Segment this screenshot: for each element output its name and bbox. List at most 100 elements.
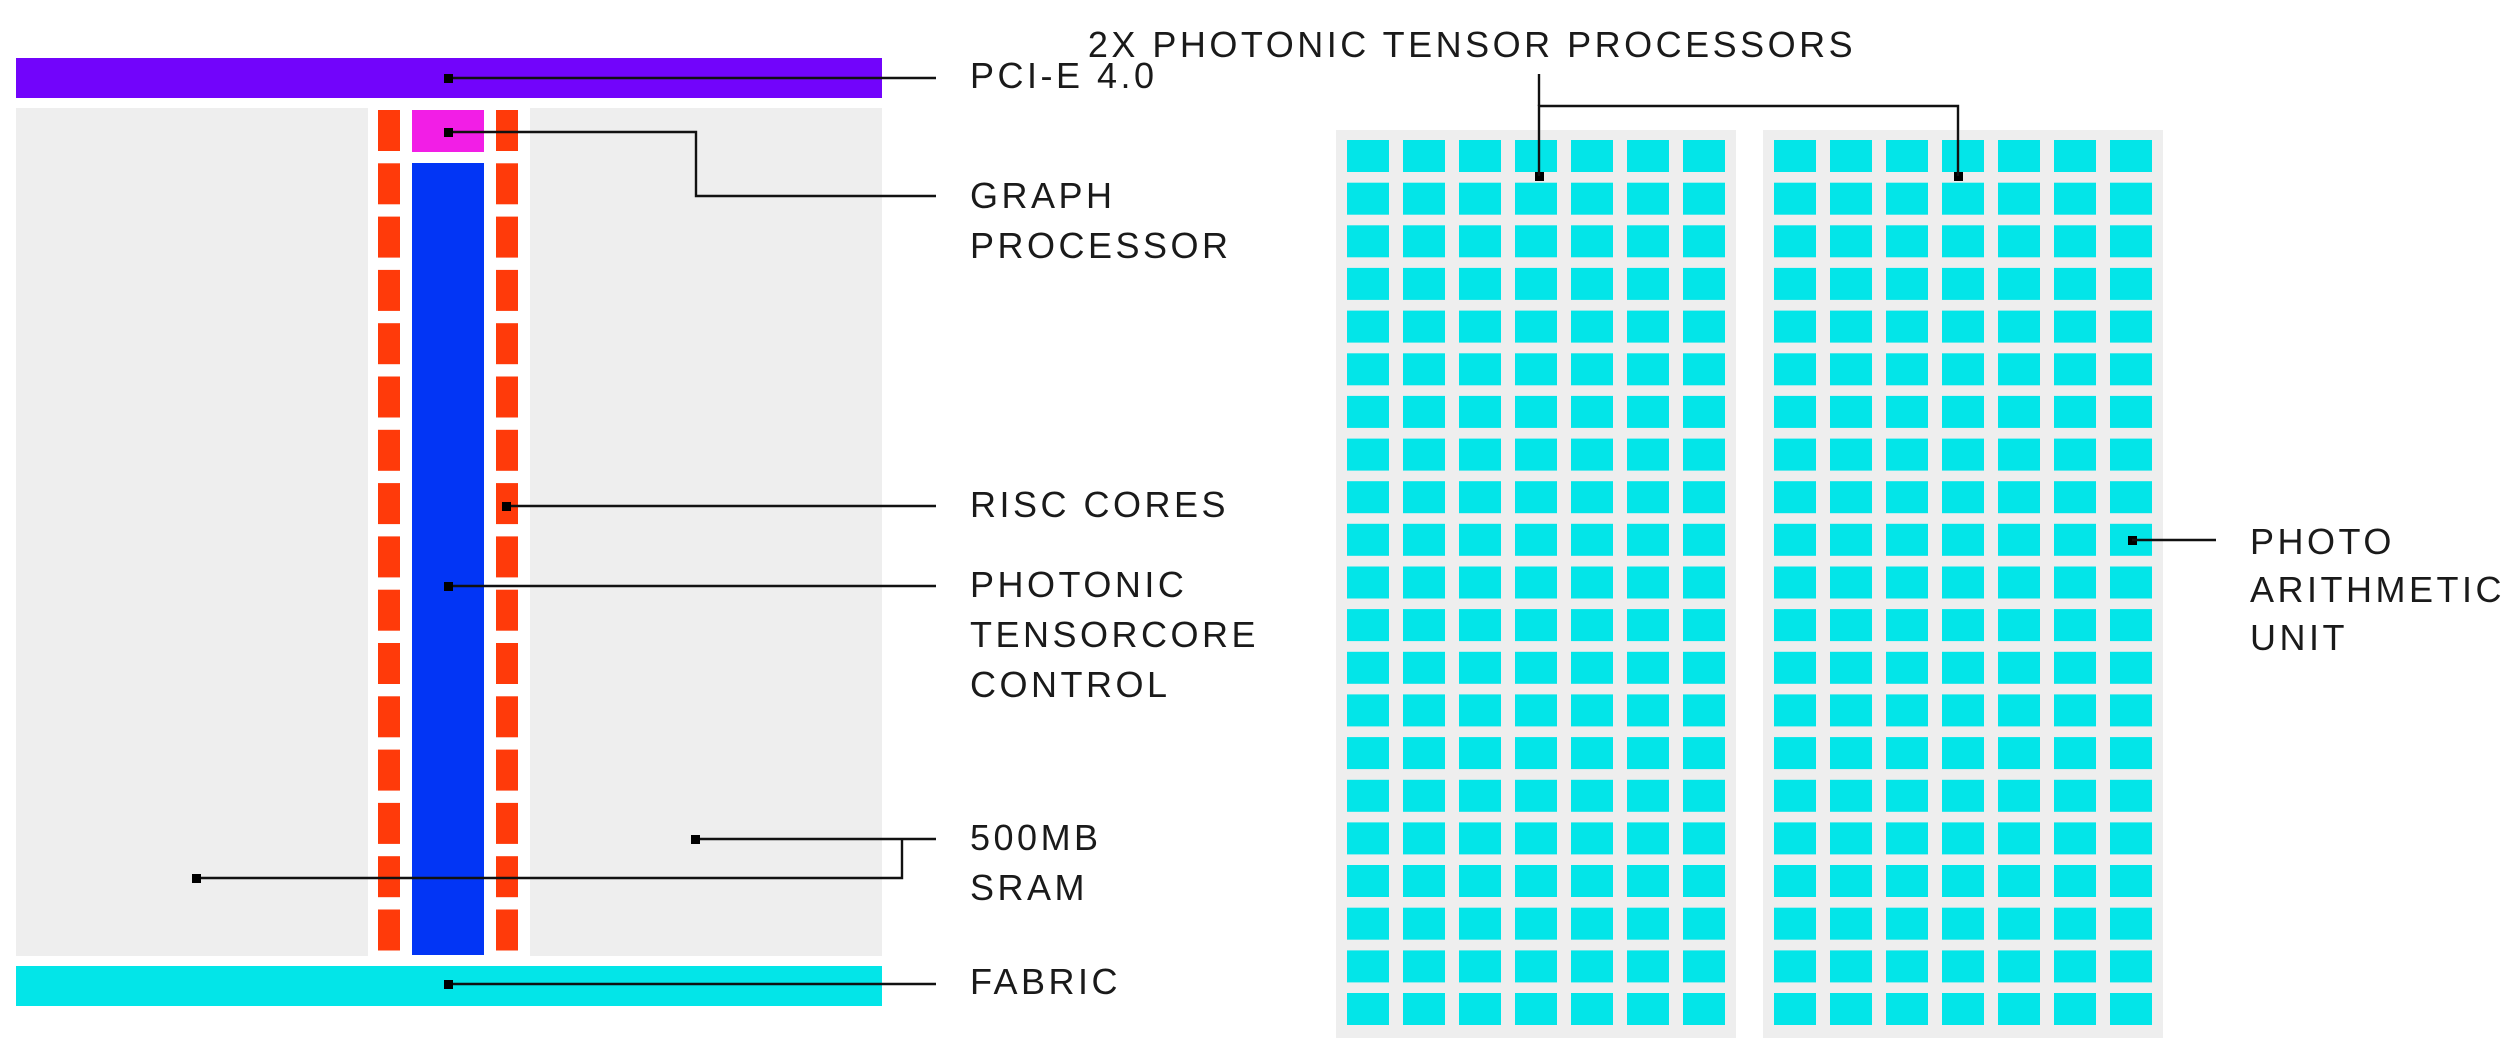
risc-core	[496, 589, 518, 631]
photo-arithmetic-unit	[1459, 865, 1501, 897]
photo-arithmetic-unit	[2110, 865, 2152, 897]
photo-arithmetic-unit	[1683, 523, 1725, 556]
sram-label-line-2: SRAM	[970, 867, 1088, 908]
photo-arithmetic-unit	[1998, 865, 2040, 897]
photo-arithmetic-unit	[1403, 609, 1445, 642]
fabric-label: FABRIC	[970, 961, 1121, 1002]
photo-arithmetic-unit	[1571, 993, 1613, 1025]
photo-arithmetic-unit	[1347, 523, 1389, 556]
photo-arithmetic-unit	[1886, 225, 1928, 258]
risc-core	[378, 163, 400, 205]
photo-arithmetic-unit	[1942, 737, 1984, 770]
risc-core	[378, 269, 400, 311]
photo-arithmetic-unit	[2110, 651, 2152, 684]
risc-core	[378, 749, 400, 791]
photo-arithmetic-unit	[1403, 481, 1445, 514]
graph-processor-leader-marker	[444, 128, 453, 137]
photo-arithmetic-unit	[1459, 481, 1501, 514]
photo-arithmetic-unit	[1830, 182, 1872, 215]
photo-arithmetic-unit	[2054, 140, 2096, 172]
photo-arithmetic-unit	[1942, 140, 1984, 172]
photo-arithmetic-unit	[1515, 481, 1557, 514]
risc-core	[496, 216, 518, 258]
photo-arithmetic-unit-grid-2	[1774, 140, 2152, 1025]
photo-arithmetic-unit	[1886, 779, 1928, 812]
sram-leader-marker-left	[192, 874, 201, 883]
photo-arithmetic-unit	[1515, 353, 1557, 386]
photo-arithmetic-unit	[1683, 140, 1725, 172]
photo-arithmetic-unit	[1942, 907, 1984, 940]
photo-arithmetic-unit	[1571, 225, 1613, 258]
photo-arithmetic-unit	[1942, 822, 1984, 855]
photo-arithmetic-unit	[1515, 694, 1557, 727]
risc-core	[378, 429, 400, 471]
photo-arithmetic-unit	[1998, 267, 2040, 300]
tensorcore-control-label-line-1: PHOTONIC	[970, 564, 1187, 605]
photo-arithmetic-unit	[1830, 523, 1872, 556]
risc-core	[378, 376, 400, 418]
photo-arithmetic-unit	[2054, 353, 2096, 386]
photo-arithmetic-unit	[1942, 310, 1984, 343]
photo-arithmetic-unit	[2110, 395, 2152, 428]
photo-arithmetic-unit	[1347, 779, 1389, 812]
photo-arithmetic-unit	[1942, 993, 1984, 1025]
photo-arithmetic-unit	[2110, 267, 2152, 300]
photo-arithmetic-unit	[1627, 822, 1669, 855]
photo-arithmetic-unit	[2110, 737, 2152, 770]
photo-arithmetic-unit	[1830, 779, 1872, 812]
photo-arithmetic-unit	[1347, 993, 1389, 1025]
photo-arithmetic-unit	[2110, 907, 2152, 940]
photo-arithmetic-unit	[2054, 737, 2096, 770]
photo-arithmetic-unit	[1830, 907, 1872, 940]
photo-arithmetic-unit	[1683, 822, 1725, 855]
photo-arithmetic-unit	[1627, 225, 1669, 258]
photo-arithmetic-unit	[1942, 353, 1984, 386]
photo-arithmetic-unit	[1774, 822, 1816, 855]
photo-arithmetic-unit	[2054, 182, 2096, 215]
photo-arithmetic-unit	[1347, 438, 1389, 471]
photo-arithmetic-unit	[1942, 481, 1984, 514]
photo-arithmetic-unit	[1627, 993, 1669, 1025]
photo-arithmetic-unit	[2054, 438, 2096, 471]
photo-arithmetic-unit	[1627, 865, 1669, 897]
photo-arithmetic-unit	[1515, 865, 1557, 897]
photo-arithmetic-unit	[1774, 907, 1816, 940]
photo-arithmetic-unit	[1347, 609, 1389, 642]
photo-arithmetic-unit	[1627, 140, 1669, 172]
photo-arithmetic-unit	[1886, 651, 1928, 684]
photo-arithmetic-unit	[2054, 694, 2096, 727]
photo-arithmetic-unit	[1627, 609, 1669, 642]
photo-arithmetic-unit	[1515, 438, 1557, 471]
photo-arithmetic-unit	[1627, 737, 1669, 770]
photo-arithmetic-unit	[2110, 609, 2152, 642]
photo-arithmetic-unit	[1942, 609, 1984, 642]
photo-arithmetic-unit	[1403, 907, 1445, 940]
risc-core	[378, 536, 400, 578]
risc-core	[496, 696, 518, 738]
photo-arithmetic-unit	[1403, 950, 1445, 983]
photo-arithmetic-unit	[1774, 865, 1816, 897]
photo-arithmetic-unit	[1998, 651, 2040, 684]
photo-arithmetic-unit	[1942, 566, 1984, 599]
photo-arithmetic-unit	[1627, 438, 1669, 471]
photo-arithmetic-unit	[2110, 822, 2152, 855]
photo-arithmetic-unit	[1627, 395, 1669, 428]
photo-arithmetic-unit	[2054, 523, 2096, 556]
photo-arithmetic-unit	[1886, 310, 1928, 343]
photo-arithmetic-unit	[1774, 267, 1816, 300]
risc-cores-leader-marker	[502, 502, 511, 511]
photo-arithmetic-unit	[2110, 566, 2152, 599]
graph-processor-label-line-1: GRAPH	[970, 175, 1116, 216]
photo-arithmetic-unit	[2054, 651, 2096, 684]
photo-arithmetic-unit	[1998, 950, 2040, 983]
photo-arithmetic-unit	[1683, 737, 1725, 770]
photo-arithmetic-unit	[1515, 907, 1557, 940]
photo-arithmetic-unit	[1515, 182, 1557, 215]
risc-core	[378, 483, 400, 525]
photo-arithmetic-unit	[1403, 737, 1445, 770]
photo-arithmetic-unit	[1571, 481, 1613, 514]
photo-arithmetic-unit	[1459, 907, 1501, 940]
photo-arithmetic-unit	[2110, 353, 2152, 386]
photo-arithmetic-unit	[2054, 609, 2096, 642]
photo-arithmetic-unit	[1886, 140, 1928, 172]
